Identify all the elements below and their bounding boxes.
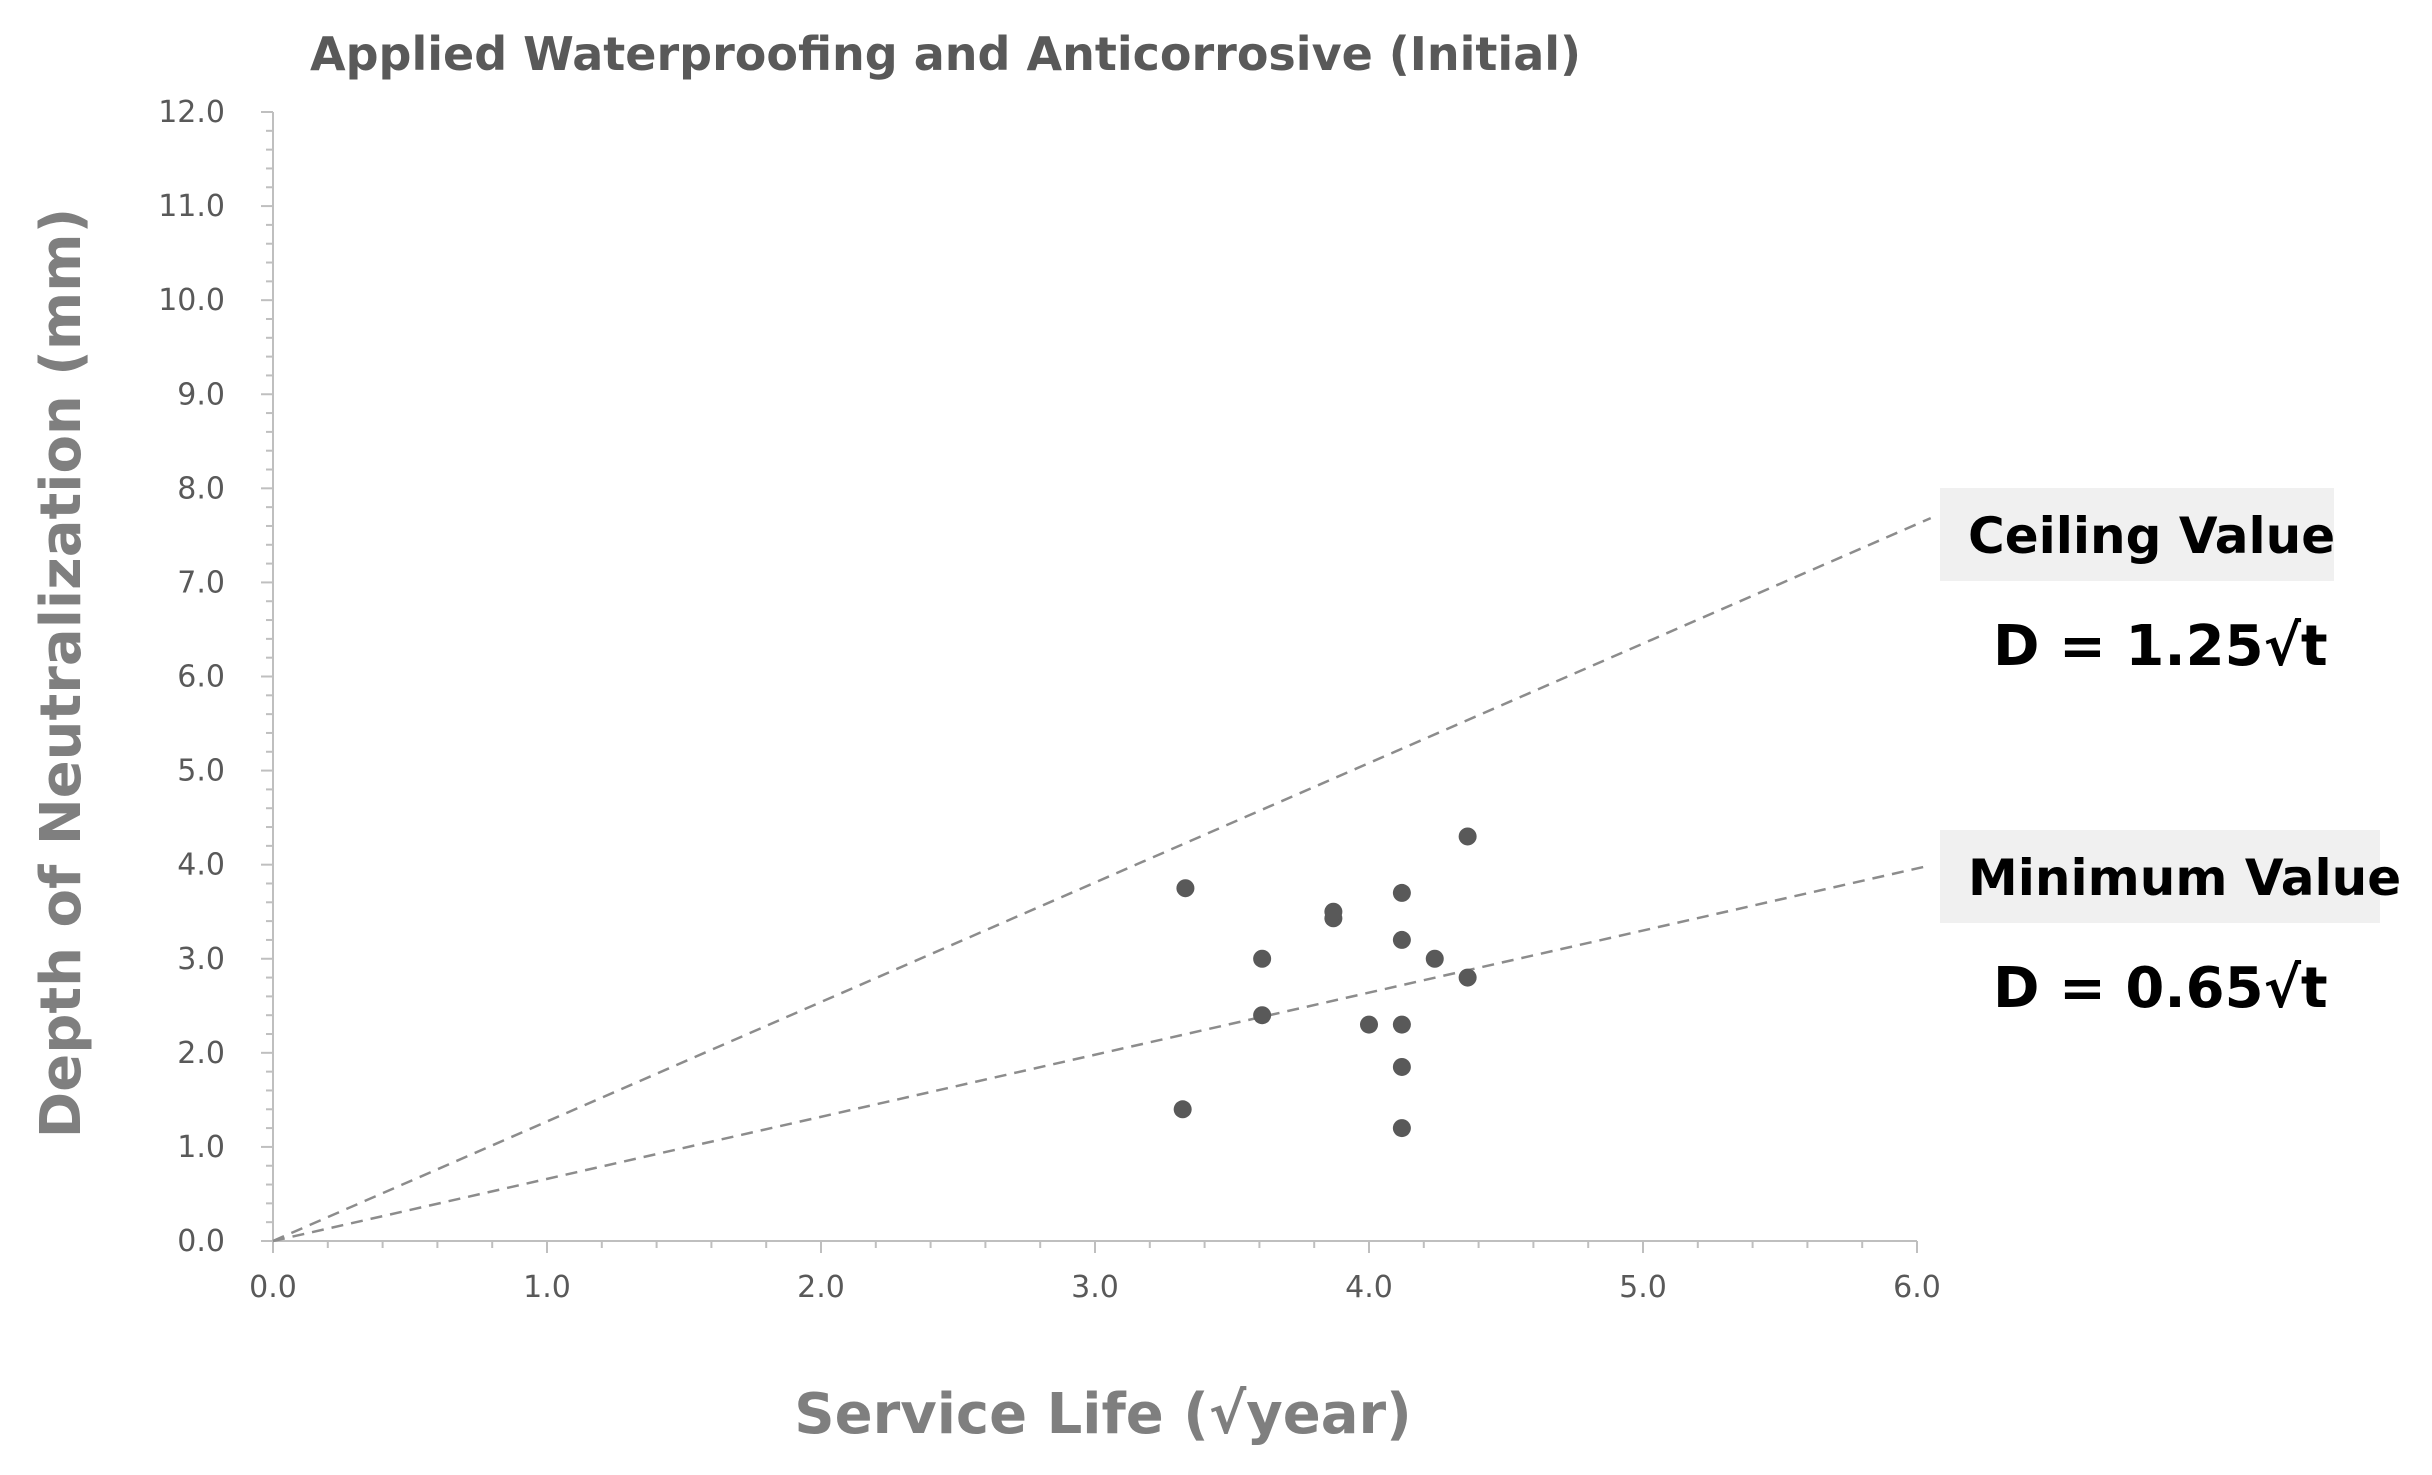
y-tick-label: 11.0 [158,189,225,224]
data-point [1458,827,1477,846]
y-tick-label: 2.0 [177,1036,225,1071]
data-point [1253,1006,1272,1025]
x-tick-label: 0.0 [249,1270,297,1305]
data-point [1360,1015,1378,1034]
data-point [1392,883,1411,902]
minimum-label-box [1940,830,2380,923]
data-point [1176,879,1195,898]
y-axis-title: Depth of Neutralization (mm) [29,208,94,1138]
x-tick-label: 6.0 [1893,1270,1941,1305]
y-tick-label: 7.0 [177,565,225,600]
data-point [1173,1100,1192,1119]
x-tick-label: 1.0 [523,1270,571,1305]
y-tick-label: 8.0 [177,471,225,506]
y-tick-label: 0.0 [177,1224,225,1259]
y-tick-label: 1.0 [177,1130,225,1165]
minimum-equation: D = 0.65√t [1993,956,2328,1021]
x-tick-label: 2.0 [797,1270,845,1305]
y-tick-label: 10.0 [158,283,225,318]
y-tick-label: 6.0 [177,660,225,695]
data-point [1392,1057,1411,1076]
y-tick-label: 12.0 [158,95,225,130]
x-tick-label: 4.0 [1345,1270,1393,1305]
chart-title: Applied Waterproofing and Anticorrosive … [310,27,1581,81]
data-point [1253,949,1272,968]
data-point [1324,902,1343,921]
y-tick-label: 3.0 [177,942,225,977]
x-tick-label: 5.0 [1619,1270,1667,1305]
ceiling-label: Ceiling Value [1968,507,2335,565]
points-layer [1173,827,1477,1138]
x-tick-label: 3.0 [1071,1270,1119,1305]
x-axis-title: Service Life (√year) [794,1382,1411,1447]
ceiling-line [272,516,1932,1243]
y-tick-label: 9.0 [177,377,225,412]
ceiling-label-box [1940,488,2334,581]
y-tick-label: 5.0 [177,754,225,789]
ceiling-equation: D = 1.25√t [1993,614,2328,679]
data-point [1392,1119,1411,1138]
minimum-line [272,864,1931,1243]
data-point [1392,1015,1411,1034]
data-point [1425,949,1444,968]
data-point [1458,968,1477,987]
minimum-label: Minimum Value [1968,849,2401,907]
y-tick-label: 4.0 [177,848,225,883]
axes-layer: 0.0 1.0 2.0 3.0 4.0 5.0 6.0 7.0 8.0 9.0 10.0 11.0 12… [158,95,1941,1305]
data-point [1392,930,1411,949]
reference-lines-layer [272,516,1932,1243]
